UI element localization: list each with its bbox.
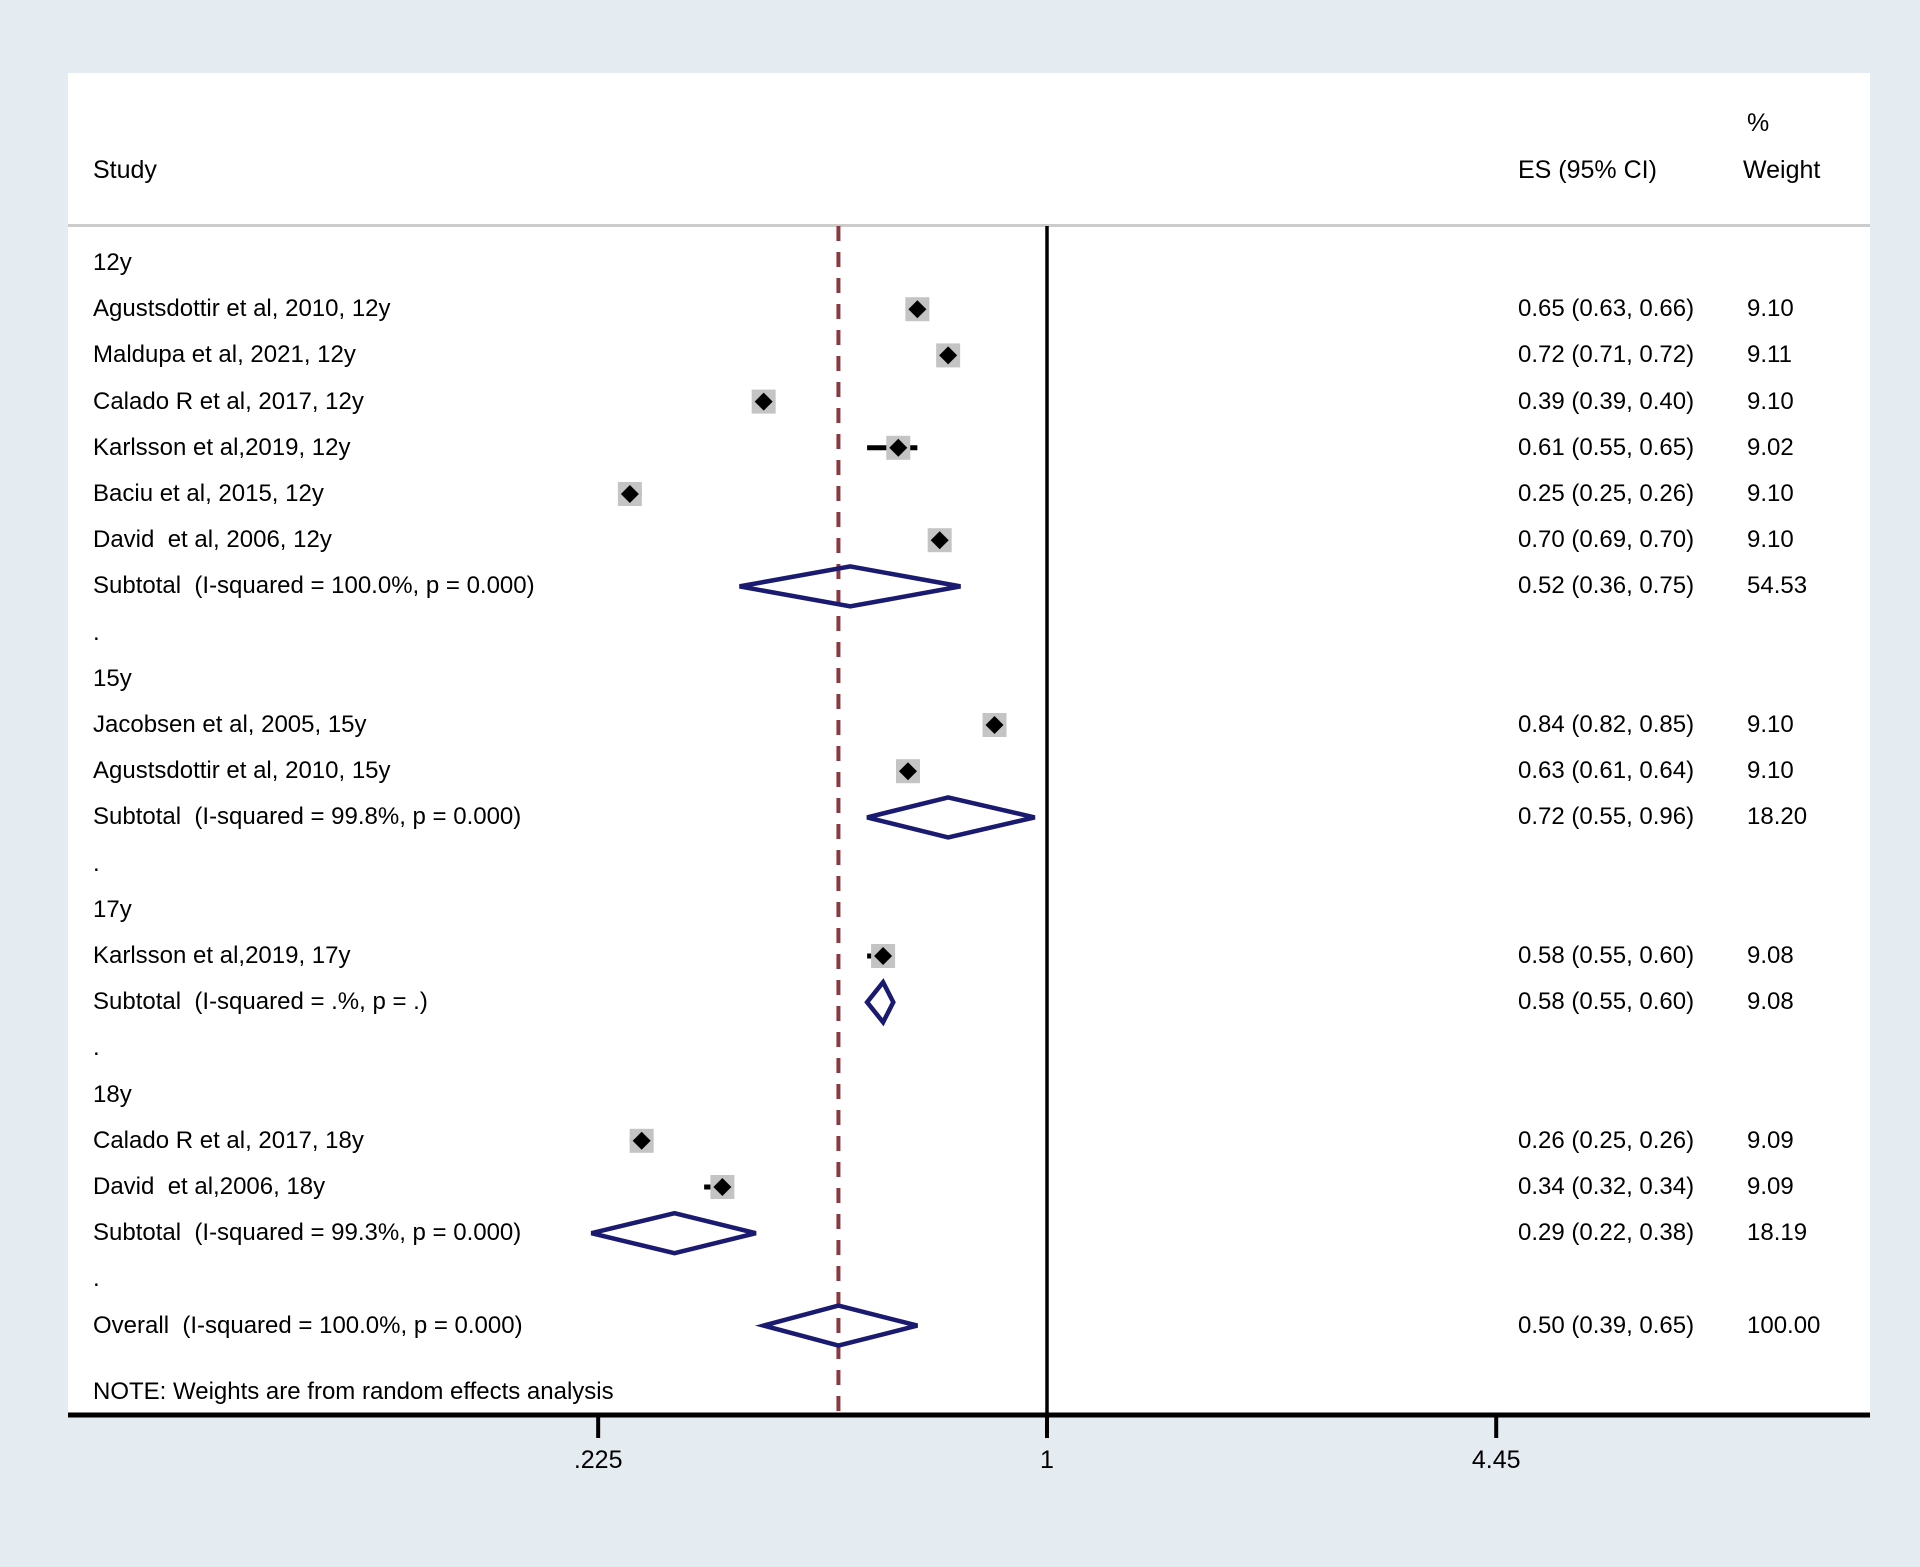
es-value: 0.25 (0.25, 0.26) [1518,480,1695,507]
column-header-weight: Weight [1743,156,1821,184]
note-text: NOTE: Weights are from random effects an… [93,1378,614,1405]
row-label: Maldupa et al, 2021, 12y [93,341,356,369]
es-value: 0.58 (0.55, 0.60) [1518,942,1695,969]
weight-value: 9.10 [1747,480,1794,507]
row-label: Karlsson et al,2019, 17y [93,942,351,969]
weight-value: 9.10 [1747,526,1794,554]
es-value: 0.29 (0.22, 0.38) [1518,1219,1695,1247]
es-value: 0.50 (0.39, 0.65) [1518,1311,1695,1339]
es-value: 0.26 (0.25, 0.26) [1518,1126,1695,1154]
group-label: 12y [93,249,132,276]
row-label: Agustsdottir et al, 2010, 15y [93,757,391,785]
study-marker [908,300,927,319]
weight-value: 9.09 [1747,1173,1794,1200]
weight-value: 9.02 [1747,433,1794,461]
separator-dot: . [93,1034,100,1062]
tick-label: .225 [573,1446,623,1474]
row-label: Agustsdottir et al, 2010, 12y [93,295,391,323]
separator-dot: . [93,1265,100,1293]
group-label: 17y [93,895,132,923]
row-label: Karlsson et al,2019, 12y [93,433,351,461]
row-label: Calado R et al, 2017, 12y [93,387,364,415]
subtotal-diamond [590,1210,757,1256]
weight-value: 9.08 [1747,988,1794,1016]
es-value: 0.65 (0.63, 0.66) [1518,295,1695,323]
tick-label: 4.45 [1471,1446,1521,1474]
es-value: 0.34 (0.32, 0.34) [1518,1173,1695,1200]
es-value: 0.58 (0.55, 0.60) [1518,988,1695,1016]
separator-dot: . [93,618,100,646]
study-marker [939,346,958,365]
row-label: Baciu et al, 2015, 12y [93,480,324,507]
weight-value: 100.00 [1747,1311,1821,1339]
weight-value: 9.08 [1747,942,1794,969]
tick-label: 1 [1040,1446,1054,1474]
overall-label: Overall (I-squared = 100.0%, p = 0.000) [93,1311,523,1339]
weight-value: 9.11 [1747,341,1792,369]
weight-value: 9.10 [1747,295,1794,323]
subtotal-diamond [866,795,1036,840]
study-marker [713,1178,732,1196]
study-marker [889,438,908,457]
es-value: 0.84 (0.82, 0.85) [1518,711,1695,738]
subtotal-label: Subtotal (I-squared = 99.8%, p = 0.000) [93,803,522,831]
es-value: 0.39 (0.39, 0.40) [1518,387,1695,415]
column-header-study: Study [93,156,157,184]
study-marker [632,1131,651,1150]
row-label: Jacobsen et al, 2005, 15y [93,711,367,738]
overall-diamond [754,1303,918,1348]
row-label: David et al, 2006, 12y [93,526,332,554]
column-header-percent: % [1747,109,1770,137]
es-value: 0.63 (0.61, 0.64) [1518,757,1695,785]
weight-value: 9.10 [1747,711,1794,738]
es-value: 0.72 (0.55, 0.96) [1518,803,1695,831]
group-label: 15y [93,664,132,692]
es-value: 0.52 (0.36, 0.75) [1518,572,1695,600]
es-value: 0.61 (0.55, 0.65) [1518,433,1695,461]
study-marker [898,762,917,781]
header-divider [68,224,1870,227]
weight-value: 54.53 [1747,572,1808,600]
weight-value: 9.09 [1747,1126,1794,1154]
study-marker [620,485,639,503]
study-marker [754,392,773,411]
study-marker [930,531,949,550]
group-label: 18y [93,1080,132,1108]
weight-value: 18.20 [1747,803,1808,831]
subtotal-diamond [739,564,961,609]
weight-value: 9.10 [1747,387,1794,415]
column-header-es: ES (95% CI) [1518,156,1657,184]
subtotal-label: Subtotal (I-squared = 100.0%, p = 0.000) [93,572,535,600]
subtotal-label: Subtotal (I-squared = 99.3%, p = 0.000) [93,1219,522,1247]
weight-value: 9.10 [1747,757,1794,785]
row-label: David et al,2006, 18y [93,1173,326,1200]
study-marker [874,947,893,965]
study-marker [985,716,1004,734]
subtotal-label: Subtotal (I-squared = .%, p = .) [93,988,428,1016]
plot-area [68,73,1870,1415]
row-label: Calado R et al, 2017, 18y [93,1126,364,1154]
weight-value: 18.19 [1747,1219,1808,1247]
es-value: 0.72 (0.71, 0.72) [1518,341,1695,369]
separator-dot: . [93,849,100,877]
es-value: 0.70 (0.69, 0.70) [1518,526,1695,554]
subtotal-diamond [864,978,896,1027]
